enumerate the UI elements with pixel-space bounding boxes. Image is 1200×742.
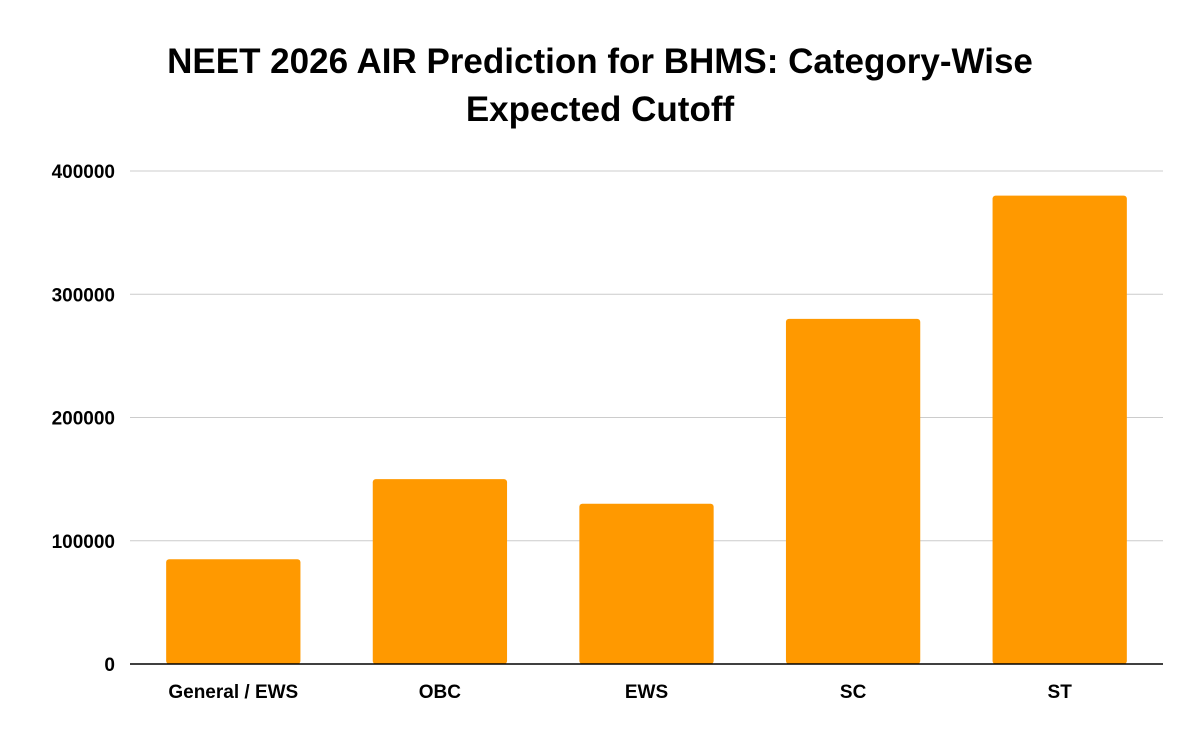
- x-tick-label: SC: [840, 682, 867, 703]
- x-axis-tick-labels: General / EWS OBC EWS SC ST: [168, 682, 1072, 703]
- y-tick-label: 0: [104, 655, 115, 676]
- bar-ews: [579, 503, 714, 664]
- bar-obc: [372, 479, 508, 664]
- bar-general-ews: [166, 559, 301, 664]
- chart-title: NEET 2026 AIR Prediction for BHMS: Categ…: [0, 38, 1200, 134]
- x-tick-label: EWS: [625, 682, 668, 703]
- y-axis-tick-labels: 0 100000 200000 300000 400000: [52, 162, 115, 676]
- y-tick-label: 200000: [52, 409, 115, 430]
- bar-st: [992, 195, 1127, 664]
- chart-title-line-2: Expected Cutoff: [465, 90, 735, 129]
- y-tick-label: 100000: [52, 532, 115, 553]
- y-tick-label: 400000: [52, 162, 115, 183]
- x-tick-label: OBC: [419, 682, 462, 703]
- y-tick-label: 300000: [52, 285, 115, 306]
- bar-sc: [785, 318, 921, 664]
- bars: [166, 195, 1127, 664]
- x-tick-label: ST: [1048, 682, 1073, 703]
- x-tick-label: General / EWS: [168, 682, 298, 703]
- chart-title-line-1: NEET 2026 AIR Prediction for BHMS: Categ…: [167, 42, 1033, 81]
